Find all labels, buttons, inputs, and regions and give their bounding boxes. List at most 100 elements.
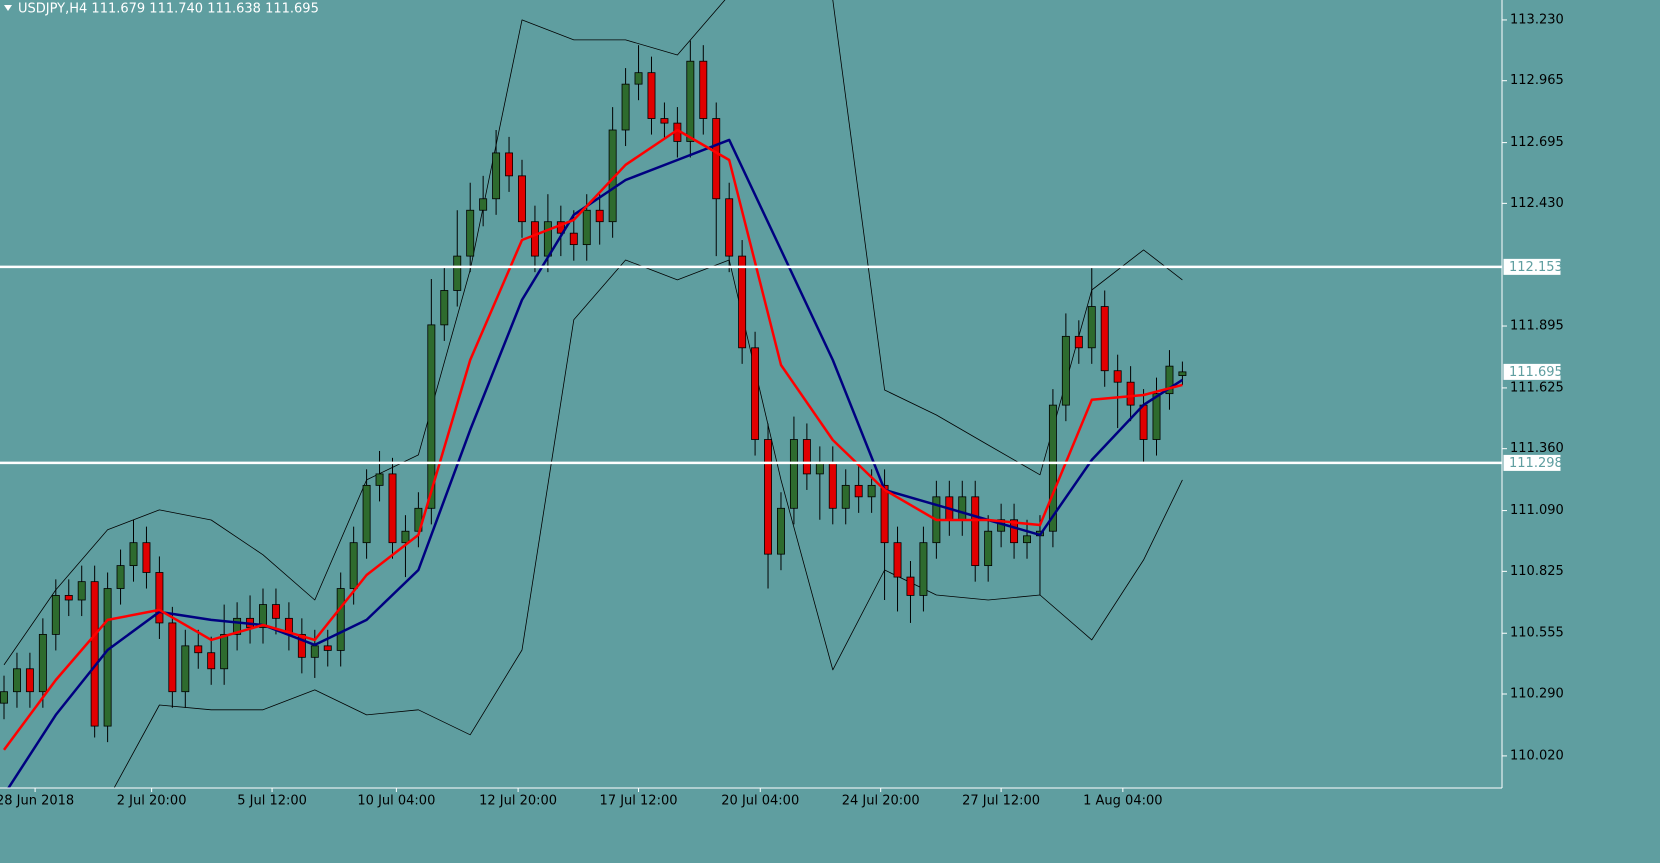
y-tick-label: 111.090 <box>1510 503 1564 518</box>
y-tick-label: 111.895 <box>1510 319 1564 334</box>
candle-body <box>686 60 695 142</box>
candle-body <box>375 473 384 486</box>
candle-body <box>427 324 436 509</box>
x-tick-label: 28 Jun 2018 <box>0 794 74 809</box>
candle-body <box>1087 306 1096 349</box>
candle-body <box>1100 306 1109 372</box>
candle-body <box>660 118 669 124</box>
candle-body <box>349 542 358 589</box>
level-label: 111.298 <box>1509 456 1563 471</box>
candle-body <box>699 60 708 119</box>
candle-body <box>466 209 475 257</box>
candle-body <box>828 462 837 509</box>
candle-body <box>1113 370 1122 383</box>
candle-body <box>789 439 798 509</box>
candle-body <box>880 484 889 544</box>
candle-body <box>168 622 177 693</box>
candle-body <box>712 118 721 200</box>
candle-body <box>401 530 410 544</box>
indicator-line <box>113 259 1183 788</box>
y-tick-label: 110.555 <box>1510 626 1564 641</box>
candle-body <box>919 542 928 596</box>
candle-body <box>440 290 449 326</box>
y-tick-label: 113.230 <box>1510 12 1564 27</box>
candle-body <box>194 645 203 654</box>
x-tick-label: 17 Jul 12:00 <box>600 794 678 809</box>
candle-body <box>220 633 229 670</box>
x-tick-label: 12 Jul 20:00 <box>479 794 557 809</box>
candle-body <box>984 530 993 567</box>
indicator-line <box>3 0 1183 666</box>
candle-body <box>492 152 501 200</box>
candle-body <box>77 581 86 601</box>
candle-body <box>207 652 216 670</box>
candle-body <box>595 209 604 223</box>
candle-body <box>1165 365 1174 395</box>
candle-body <box>582 209 591 246</box>
candle-body <box>233 617 242 635</box>
candle-body <box>530 221 539 257</box>
x-tick-label: 20 Jul 04:00 <box>721 794 799 809</box>
candle-body <box>25 668 34 693</box>
candle-body <box>725 198 734 257</box>
y-tick-label: 111.360 <box>1510 441 1564 456</box>
candle-body <box>1048 404 1057 532</box>
candle-body <box>621 83 630 131</box>
bid-label-box <box>1503 363 1561 380</box>
level-label-box <box>1503 258 1561 275</box>
indicator-line <box>2 128 1183 751</box>
candle-body <box>815 462 824 475</box>
candle-body <box>310 645 319 658</box>
x-tick-label: 5 Jul 12:00 <box>237 794 307 809</box>
candle-body <box>1178 371 1187 376</box>
candle-body <box>388 473 397 544</box>
candle-body <box>971 496 980 567</box>
candle-body <box>958 496 967 521</box>
candle-body <box>38 633 47 693</box>
candle-body <box>1061 335 1070 406</box>
candle-body <box>90 581 99 727</box>
candle-body <box>271 604 280 619</box>
x-tick-label: 1 Aug 04:00 <box>1083 794 1162 809</box>
candle-body <box>647 72 656 119</box>
x-tick-label: 27 Jul 12:00 <box>962 794 1040 809</box>
level-label: 112.153 <box>1509 260 1563 275</box>
candle-body <box>259 604 267 628</box>
candle-body <box>1023 535 1031 544</box>
x-tick-label: 10 Jul 04:00 <box>357 794 435 809</box>
candle-body <box>479 198 488 211</box>
candle-body <box>64 595 73 601</box>
candle-body <box>518 175 526 223</box>
y-tick-label: 110.020 <box>1510 748 1564 763</box>
candle-body <box>181 645 190 693</box>
y-tick-label: 112.965 <box>1510 73 1564 88</box>
plot-area <box>0 0 1187 788</box>
candle-body <box>738 255 747 349</box>
candle-body <box>893 542 902 578</box>
candle-body <box>362 484 371 544</box>
x-tick-label: 24 Jul 20:00 <box>842 794 920 809</box>
candle-body <box>841 484 850 509</box>
candle-body <box>569 232 578 246</box>
y-tick-label: 112.430 <box>1510 196 1564 211</box>
y-tick-label: 112.695 <box>1510 135 1564 150</box>
candle-body <box>323 645 332 651</box>
candle-body <box>51 595 60 635</box>
candle-body <box>1010 519 1019 544</box>
candle-body <box>155 572 164 624</box>
candle-body <box>1126 381 1135 406</box>
y-tick-label: 111.625 <box>1510 380 1564 395</box>
candle-body <box>751 347 760 440</box>
candle-body <box>802 439 811 475</box>
candle-body <box>505 152 514 177</box>
candle-body <box>336 588 345 651</box>
candle-body <box>777 507 785 555</box>
y-tick-label: 110.825 <box>1510 564 1564 579</box>
candle-body <box>1152 393 1161 440</box>
candle-body <box>13 668 21 693</box>
candle-body <box>854 484 863 498</box>
menu-arrow[interactable] <box>4 5 12 11</box>
candle-body <box>634 72 643 85</box>
